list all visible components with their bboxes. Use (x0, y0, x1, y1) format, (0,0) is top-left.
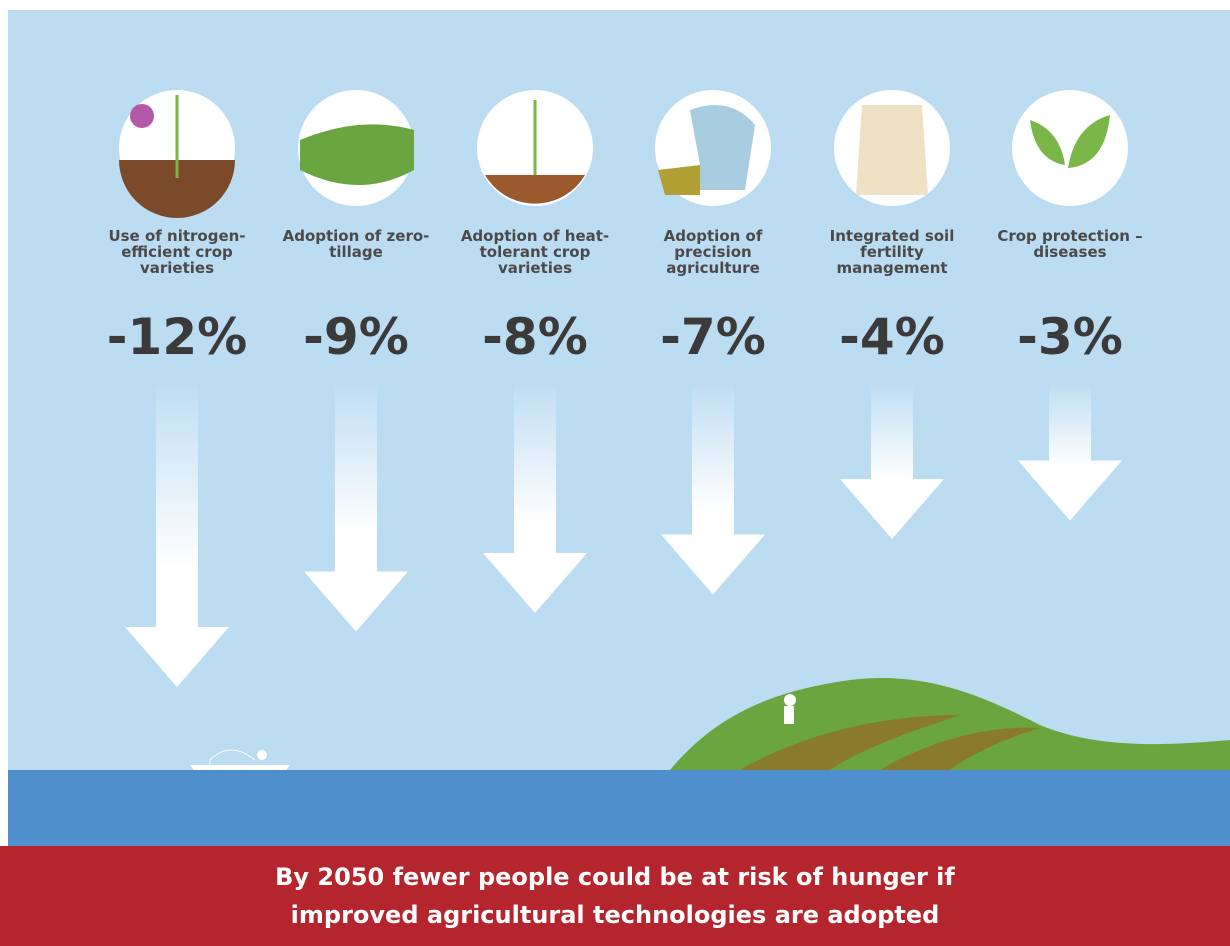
icon (1012, 90, 1128, 206)
farmer (784, 706, 794, 724)
footer-text: By 2050 fewer people could be at risk of… (215, 858, 1015, 934)
category-label: Adoption of precision agriculture (625, 228, 801, 276)
infographic: By 2050 fewer people could be at risk of… (0, 0, 1230, 946)
category-label: Crop protection – diseases (982, 228, 1158, 260)
value-label: -12% (89, 308, 265, 366)
icon-sack (856, 105, 928, 195)
icon-n2 (130, 104, 154, 128)
value-label: -7% (625, 308, 801, 366)
icon-field (658, 165, 700, 195)
value-label: -8% (447, 308, 623, 366)
category-label: Integrated soil fertility management (804, 228, 980, 276)
farmer (784, 694, 796, 706)
value-label: -3% (982, 308, 1158, 366)
category-label: Adoption of zero-tillage (268, 228, 444, 260)
value-label: -4% (804, 308, 980, 366)
water (8, 770, 1230, 846)
value-label: -9% (268, 308, 444, 366)
category-label: Use of nitrogen-efficient crop varieties (89, 228, 265, 276)
category-label: Adoption of heat-tolerant crop varieties (447, 228, 623, 276)
chart (0, 0, 1230, 946)
fisher (257, 750, 267, 760)
